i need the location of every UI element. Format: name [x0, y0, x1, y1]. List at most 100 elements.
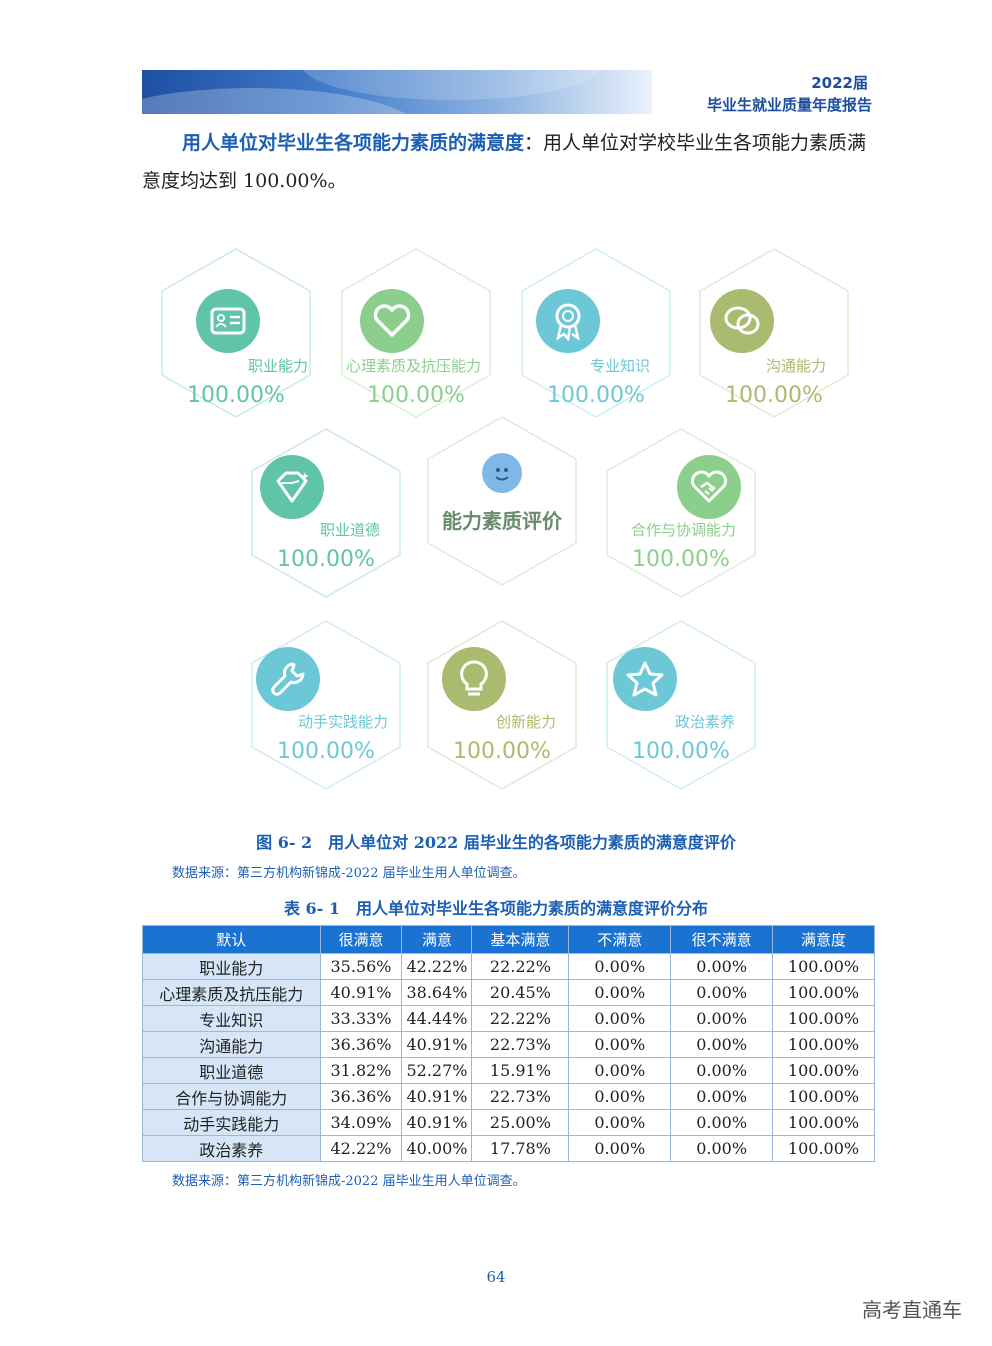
table-cell: 34.09% [319, 1109, 403, 1136]
infographic-center-title: 能力素质评价 [442, 509, 562, 533]
table-row: 合作与协调能力 36.36% 40.91% 22.73% 0.00% 0.00% 100.0… [142, 1083, 875, 1110]
table-cell: 0.00% [670, 1031, 774, 1058]
table-cell: 0.00% [670, 979, 774, 1006]
hex-tile: 心理素质及抗压能力 100.00% [340, 247, 492, 419]
hex-tile: 职业能力 100.00% [160, 247, 312, 419]
hex-label: 动手实践能力 [298, 713, 389, 731]
table-cell: 40.91% [401, 1031, 473, 1058]
handshake-icon [677, 455, 741, 519]
table-cell: 40.91% [319, 979, 403, 1006]
table-row: 职业道德 31.82% 52.27% 15.91% 0.00% 0.00% 100.00% [142, 1057, 875, 1084]
table-cell: 22.22% [471, 953, 570, 980]
table-cell: 0.00% [670, 1083, 774, 1110]
table-cell: 0.00% [670, 1135, 774, 1162]
table-row: 职业能力 35.56% 42.22% 22.22% 0.00% 0.00% 100.00% [142, 953, 875, 980]
heart-icon [360, 289, 424, 353]
table-caption: 表 6- 1 用人单位对毕业生各项能力素质的满意度评价分布 [283, 899, 709, 918]
table-cell: 100.00% [772, 1057, 875, 1084]
table-cell: 33.33% [319, 1005, 403, 1032]
table-cell: 31.82% [319, 1057, 403, 1084]
report-year: 2022届 [811, 74, 868, 92]
hex-label: 创新能力 [496, 713, 557, 731]
table-header-cell: 基本满意 [471, 925, 570, 954]
hex-percentage: 100.00% [277, 739, 375, 764]
intro-lead: 用人单位对毕业生各项能力素质的满意度 [182, 132, 525, 154]
hex-percentage: 100.00% [277, 547, 375, 572]
table-cell: 0.00% [670, 1057, 774, 1084]
table-cell: 40.00% [401, 1135, 473, 1162]
table-cell: 100.00% [772, 1031, 875, 1058]
table-cell: 40.91% [401, 1109, 473, 1136]
table-header-row: 默认 很满意 满意 基本满意 不满意 很不满意 满意度 [142, 925, 875, 954]
award-icon [536, 289, 600, 353]
hex-label: 专业知识 [590, 357, 651, 375]
table-source-note: 数据来源：第三方机构新锦成-2022 届毕业生用人单位调查。 [172, 1174, 526, 1189]
hex-percentage: 100.00% [632, 547, 730, 572]
thumbs-up-emoji-icon [482, 453, 522, 493]
hex-percentage: 100.00% [453, 739, 551, 764]
table-cell: 22.73% [471, 1083, 570, 1110]
hex-tile: 创新能力 100.00% [426, 619, 578, 791]
table-header-cell: 不满意 [568, 925, 672, 954]
table-cell: 100.00% [772, 1005, 875, 1032]
table-row-label: 政治素养 [142, 1135, 321, 1162]
table-cell: 100.00% [772, 1109, 875, 1136]
table-cell: 0.00% [568, 953, 672, 980]
hex-outline [427, 620, 577, 790]
table-row-label: 专业知识 [142, 1005, 321, 1032]
hex-label: 职业能力 [248, 357, 309, 375]
table-cell: 100.00% [772, 953, 875, 980]
figure-source-note: 数据来源：第三方机构新锦成-2022 届毕业生用人单位调查。 [172, 866, 526, 881]
table-cell: 42.22% [401, 953, 473, 980]
hex-percentage: 100.00% [547, 383, 645, 408]
table-row-label: 动手实践能力 [142, 1109, 321, 1136]
watermark-text: 高考直通车 [862, 1298, 962, 1322]
hex-tile: 沟通能力 100.00% [698, 247, 850, 419]
hex-tile: 专业知识 100.00% [520, 247, 672, 419]
hex-percentage: 100.00% [187, 383, 285, 408]
table-row: 沟通能力 36.36% 40.91% 22.73% 0.00% 0.00% 100.00% [142, 1031, 875, 1058]
chat-bubble-icon [710, 289, 774, 353]
table-header-cell: 很不满意 [670, 925, 774, 954]
table-cell: 22.73% [471, 1031, 570, 1058]
table-row: 心理素质及抗压能力 40.91% 38.64% 20.45% 0.00% 0.00% 100… [142, 979, 875, 1006]
table-row: 动手实践能力 34.09% 40.91% 25.00% 0.00% 0.00% 100.00… [142, 1109, 875, 1136]
star-icon [613, 647, 677, 711]
intro-paragraph: 用人单位对毕业生各项能力素质的满意度：用人单位对学校毕业生各项能力素质满意度均达… [142, 124, 882, 200]
table-row-label: 职业道德 [142, 1057, 321, 1084]
hex-label: 政治素养 [675, 713, 736, 731]
table-cell: 40.91% [401, 1083, 473, 1110]
page-number: 64 [486, 1268, 506, 1286]
table-row-label: 沟通能力 [142, 1031, 321, 1058]
hex-outline [606, 428, 756, 598]
hex-label: 沟通能力 [766, 357, 827, 375]
table-cell: 44.44% [401, 1005, 473, 1032]
table-cell: 0.00% [670, 953, 774, 980]
table-cell: 0.00% [568, 1005, 672, 1032]
hex-outline [251, 428, 401, 598]
hex-label: 职业道德 [320, 521, 381, 539]
table-cell: 20.45% [471, 979, 570, 1006]
lightbulb-icon [442, 647, 506, 711]
table-cell: 36.36% [319, 1031, 403, 1058]
table-cell: 0.00% [568, 1135, 672, 1162]
figure-caption: 图 6- 2 用人单位对 2022 届毕业生的各项能力素质的满意度评价 [256, 833, 736, 852]
table-cell: 0.00% [568, 979, 672, 1006]
table-cell: 100.00% [772, 1135, 875, 1162]
hex-tile: 政治素养 100.00% [605, 619, 757, 791]
hex-outline [161, 248, 311, 418]
table-cell: 0.00% [568, 1083, 672, 1110]
table-row-label: 心理素质及抗压能力 [142, 979, 321, 1006]
table-row-label: 合作与协调能力 [142, 1083, 321, 1110]
table-cell: 17.78% [471, 1135, 570, 1162]
table-row: 专业知识 33.33% 44.44% 22.22% 0.00% 0.00% 100.00% [142, 1005, 875, 1032]
table-cell: 100.00% [772, 979, 875, 1006]
intro-text: ：用人单位对学校毕业生各项能力素质满意度均达到 100.00%。 [142, 132, 867, 192]
table-cell: 36.36% [319, 1083, 403, 1110]
hex-label: 合作与协调能力 [631, 521, 737, 539]
hex-label: 心理素质及抗压能力 [346, 357, 482, 375]
table-cell: 42.22% [319, 1135, 403, 1162]
table-row: 政治素养 42.22% 40.00% 17.78% 0.00% 0.00% 100.00% [142, 1135, 875, 1162]
wrench-icon [256, 647, 320, 711]
hex-percentage: 100.00% [725, 383, 823, 408]
